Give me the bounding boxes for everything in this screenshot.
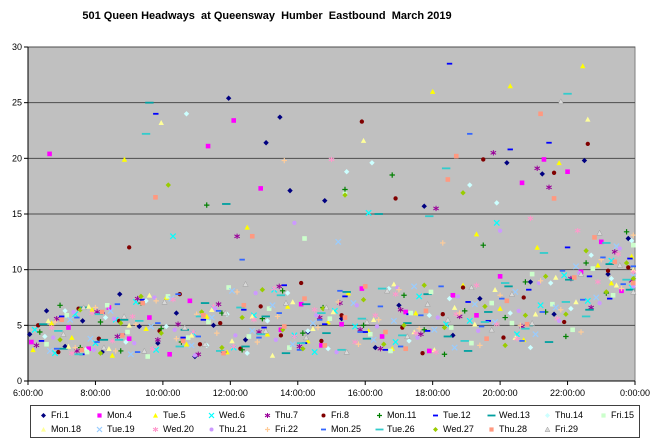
legend-marker-diamond-icon <box>41 412 46 418</box>
y-tick-label-0: 0 <box>17 376 22 386</box>
series-Fri.1[interactable] <box>26 95 631 360</box>
legend-item-Thu.7[interactable]: Thu.7 <box>262 410 318 421</box>
legend-label: Wed.13 <box>499 410 530 420</box>
legend-item-Thu.14[interactable]: Thu.14 <box>542 410 598 421</box>
x-tick-label-14:00:00: 14:00:00 <box>280 388 315 398</box>
legend-label: Wed.27 <box>443 424 474 434</box>
legend-label: Mon.11 <box>387 410 417 420</box>
series-Wed.20[interactable] <box>48 156 637 356</box>
series-Wed.27[interactable] <box>57 182 637 356</box>
x-tick-label-6:00:00: 6:00:00 <box>13 388 43 398</box>
legend-marker-triangle-icon <box>153 412 158 418</box>
legend-label: Thu.28 <box>499 424 528 434</box>
x-tick-label-18:00:00: 18:00:00 <box>415 388 450 398</box>
legend-label: Fri.15 <box>611 410 635 420</box>
legend-label: Fri.8 <box>331 410 349 420</box>
legend-label: Tue.26 <box>387 424 415 434</box>
legend-label: Fri.22 <box>275 424 299 434</box>
series-Fri.29[interactable] <box>60 98 637 355</box>
legend-marker-square-icon <box>601 412 606 418</box>
y-tick-label-25: 25 <box>12 98 22 108</box>
legend-label: Fri.1 <box>51 410 69 420</box>
legend-label: Fri.29 <box>555 424 579 434</box>
legend-item-Thu.21[interactable]: Thu.21 <box>206 424 262 435</box>
legend-marker-x-icon <box>96 426 103 432</box>
legend-item-Wed.27[interactable]: Wed.27 <box>430 424 486 435</box>
series-Tue.19[interactable] <box>46 238 637 358</box>
legend-marker-square-icon <box>489 426 494 432</box>
series-Thu.21[interactable] <box>51 220 636 358</box>
legend-marker-plus-icon <box>377 412 382 418</box>
series-Tue.26[interactable] <box>54 92 631 356</box>
legend-item-Fri.8[interactable]: Fri.8 <box>318 410 374 421</box>
legend-label: Wed.20 <box>163 424 194 434</box>
legend-marker-asterisk-icon <box>152 426 159 432</box>
legend-label: Wed.6 <box>219 410 245 420</box>
legend-label: Thu.7 <box>275 410 299 420</box>
y-tick-label-20: 20 <box>12 153 22 163</box>
legend-marker-triangle-icon <box>41 426 46 432</box>
legend-item-Mon.25[interactable]: Mon.25 <box>318 424 374 435</box>
x-tick-label-16:00:00: 16:00:00 <box>348 388 383 398</box>
legend-item-Fri.22[interactable]: Fri.22 <box>262 424 318 435</box>
legend-marker-plus-icon <box>265 426 270 432</box>
legend-label: Tue.5 <box>163 410 186 420</box>
legend-marker-dash-icon <box>433 414 438 416</box>
legend-marker-triangle-icon <box>544 425 551 432</box>
legend-item-Wed.13[interactable]: Wed.13 <box>486 410 542 421</box>
legend-item-Mon.11[interactable]: Mon.11 <box>374 410 430 421</box>
y-tick-label-5: 5 <box>17 320 22 330</box>
x-tick-label-10:00:00: 10:00:00 <box>145 388 180 398</box>
legend[interactable]: Fri.1 Mon.4 Tue.5 Wed.6 Thu.7 Fri.8 Mon.11 Tue.… <box>30 405 640 438</box>
legend-marker-dash-long-icon <box>487 414 496 416</box>
x-tick-label-0:00:00: 0:00:00 <box>620 388 650 398</box>
legend-label: Mon.18 <box>51 424 82 434</box>
legend-item-Tue.12[interactable]: Tue.12 <box>430 410 486 421</box>
legend-label: Mon.4 <box>107 410 133 420</box>
legend-row-2: Mon.18 Tue.19 Wed.20 Thu.21 Fri.22 Mon.25 Tue.… <box>38 424 639 435</box>
x-tick-label-8:00:00: 8:00:00 <box>80 388 110 398</box>
legend-label: Thu.14 <box>555 410 584 420</box>
legend-item-Fri.15[interactable]: Fri.15 <box>598 410 654 421</box>
legend-item-Tue.5[interactable]: Tue.5 <box>150 410 206 421</box>
legend-marker-dash-long-icon <box>375 428 384 430</box>
series-Fri.8[interactable] <box>35 119 631 356</box>
legend-marker-circle-icon <box>321 413 326 417</box>
legend-item-Mon.4[interactable]: Mon.4 <box>94 410 150 421</box>
legend-item-Fri.29[interactable]: Fri.29 <box>542 424 598 435</box>
x-tick-label-20:00:00: 20:00:00 <box>483 388 518 398</box>
legend-item-Mon.18[interactable]: Mon.18 <box>38 424 94 435</box>
legend-marker-x-icon <box>208 412 215 418</box>
legend-item-Thu.28[interactable]: Thu.28 <box>486 424 542 435</box>
legend-item-Wed.6[interactable]: Wed.6 <box>206 410 262 421</box>
legend-item-Fri.1[interactable]: Fri.1 <box>38 410 94 421</box>
legend-item-Wed.20[interactable]: Wed.20 <box>150 424 206 435</box>
legend-marker-dash-icon <box>321 428 326 430</box>
legend-row-1: Fri.1 Mon.4 Tue.5 Wed.6 Thu.7 Fri.8 Mon.11 Tue.… <box>38 410 639 421</box>
legend-marker-diamond-icon <box>545 412 550 418</box>
y-tick-label-15: 15 <box>12 209 22 219</box>
series-Thu.28[interactable] <box>59 111 636 356</box>
series-Mon.25[interactable] <box>53 132 637 353</box>
legend-item-Tue.26[interactable]: Tue.26 <box>374 424 430 435</box>
legend-label: Tue.12 <box>443 410 471 420</box>
x-tick-label-22:00:00: 22:00:00 <box>550 388 585 398</box>
y-tick-label-30: 30 <box>12 42 22 52</box>
chart-title: 501 Queen Headways at Queensway Humber E… <box>82 10 452 22</box>
x-tick-label-12:00:00: 12:00:00 <box>213 388 248 398</box>
legend-marker-asterisk-icon <box>264 412 271 418</box>
legend-marker-diamond-icon <box>433 426 438 432</box>
legend-marker-square-icon <box>97 412 102 418</box>
legend-marker-circle-icon <box>209 427 214 431</box>
series-Fri.22[interactable] <box>52 157 637 354</box>
legend-item-Tue.19[interactable]: Tue.19 <box>94 424 150 435</box>
legend-label: Tue.19 <box>107 424 135 434</box>
legend-label: Thu.21 <box>219 424 248 434</box>
y-tick-label-10: 10 <box>12 265 22 275</box>
legend-label: Mon.25 <box>331 424 362 434</box>
